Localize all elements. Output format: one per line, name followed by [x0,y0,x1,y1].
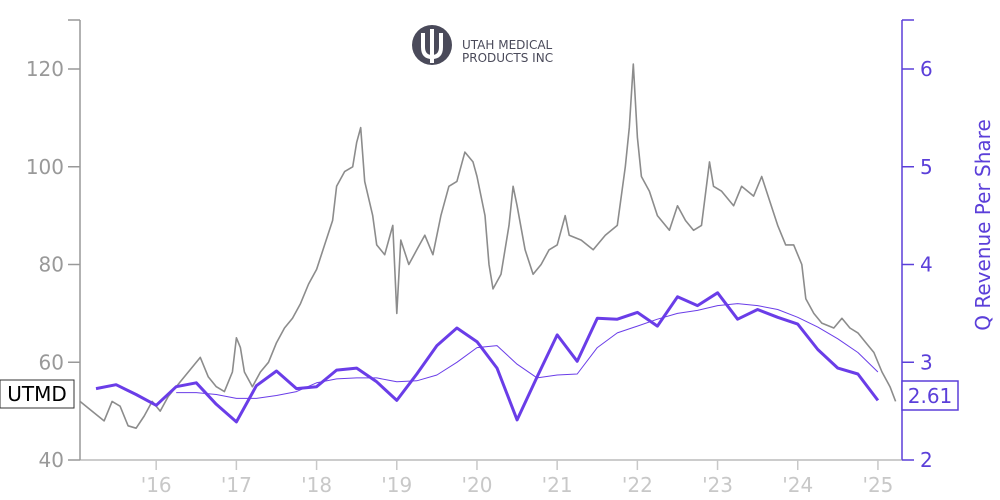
plot-area [79,63,897,429]
x-tick-label: '17 [221,473,252,497]
logo-line-1: UTAH MEDICAL [462,38,553,52]
left-tick-label: 100 [26,155,64,179]
ticker-badge: UTMD [0,379,75,409]
x-axis: '16 '17 '18 '19 '20 '21 '22 '23 '24 '25 [80,459,902,497]
x-tick-label: '24 [782,473,813,497]
right-tick-label: 5 [920,155,933,179]
right-axis-title: Q Revenue Per Share [971,119,995,331]
x-tick-label: '18 [301,473,332,497]
price-line [79,63,897,429]
last-value-badge: 2.61 [901,380,959,411]
x-tick-label: '21 [542,473,573,497]
company-logo: UTAH MEDICAL PRODUCTS INC [412,25,553,65]
ticker-badge-box [0,379,75,409]
right-tick-label: 6 [920,57,933,81]
logo-stem-icon [430,29,434,63]
x-tick-label: '20 [461,473,492,497]
left-tick-label: 80 [39,253,64,277]
x-tick-label: '16 [141,473,172,497]
right-tick-label: 3 [920,350,933,374]
ticker-label: UTMD [7,382,67,406]
x-tick-label: '23 [702,473,733,497]
revenue-trend-line [176,303,879,399]
last-value-label: 2.61 [908,384,953,408]
revenue-line [95,291,880,424]
last-value-badge-box [901,380,959,411]
x-tick-label: '25 [862,473,893,497]
left-tick-label: 40 [39,448,64,472]
left-tick-label: 60 [39,350,64,374]
x-tick-label: '22 [622,473,653,497]
left-axis: 40 60 80 100 120 [26,19,81,472]
logo-line-2: PRODUCTS INC [462,51,553,65]
x-tick-label: '19 [381,473,412,497]
right-tick-label: 2 [920,448,933,472]
right-tick-label: 4 [920,253,933,277]
left-tick-label: 120 [26,57,64,81]
